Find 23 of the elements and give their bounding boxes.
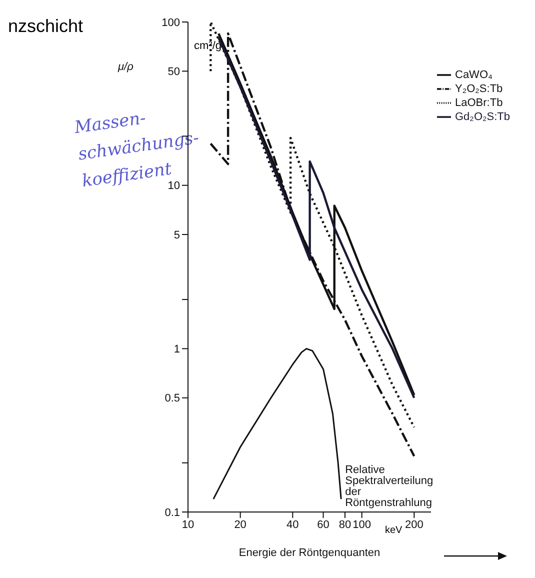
x-tick-label: 20 — [234, 518, 246, 531]
x-tick-label: 10 — [182, 518, 194, 531]
y-tick-label: 0.5 — [164, 392, 180, 405]
x-axis-title: Energie der Röntgenquanten — [238, 547, 380, 559]
annotation: Relative Spektralverteilung der Röntgenstrahlung — [345, 464, 434, 509]
chart-title: nzschicht — [8, 16, 84, 37]
text: keV — [385, 525, 402, 536]
y-tick-label: 5 — [174, 229, 180, 242]
legend-label: CaWO₄ — [455, 68, 492, 81]
y-axis-title: μ/ρ — [117, 60, 134, 73]
x-tick-label: 40 — [286, 518, 299, 531]
y-tick-label: 100 — [162, 16, 180, 29]
y-tick-label: 50 — [168, 66, 180, 78]
y-tick-label: 1 — [174, 344, 180, 356]
x-tick-label: 100 — [352, 518, 372, 531]
x-tick-label: 80 — [338, 518, 352, 531]
x-tick-label: 60 — [317, 518, 330, 531]
legend-label: Y₂O₂S:Tb — [455, 82, 503, 95]
annotation: cm²/g — [194, 40, 222, 52]
legend-label: LaOBr:Tb — [455, 96, 503, 109]
x-tick-label: 200 — [404, 518, 424, 531]
y-tick-label: 0.1 — [164, 506, 180, 519]
legend-label: Gd₂O₂S:Tb — [455, 110, 510, 123]
